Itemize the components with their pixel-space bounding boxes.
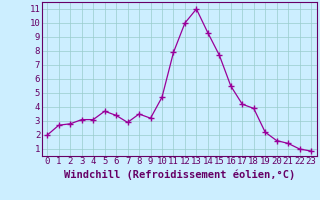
X-axis label: Windchill (Refroidissement éolien,°C): Windchill (Refroidissement éolien,°C) [64, 169, 295, 180]
